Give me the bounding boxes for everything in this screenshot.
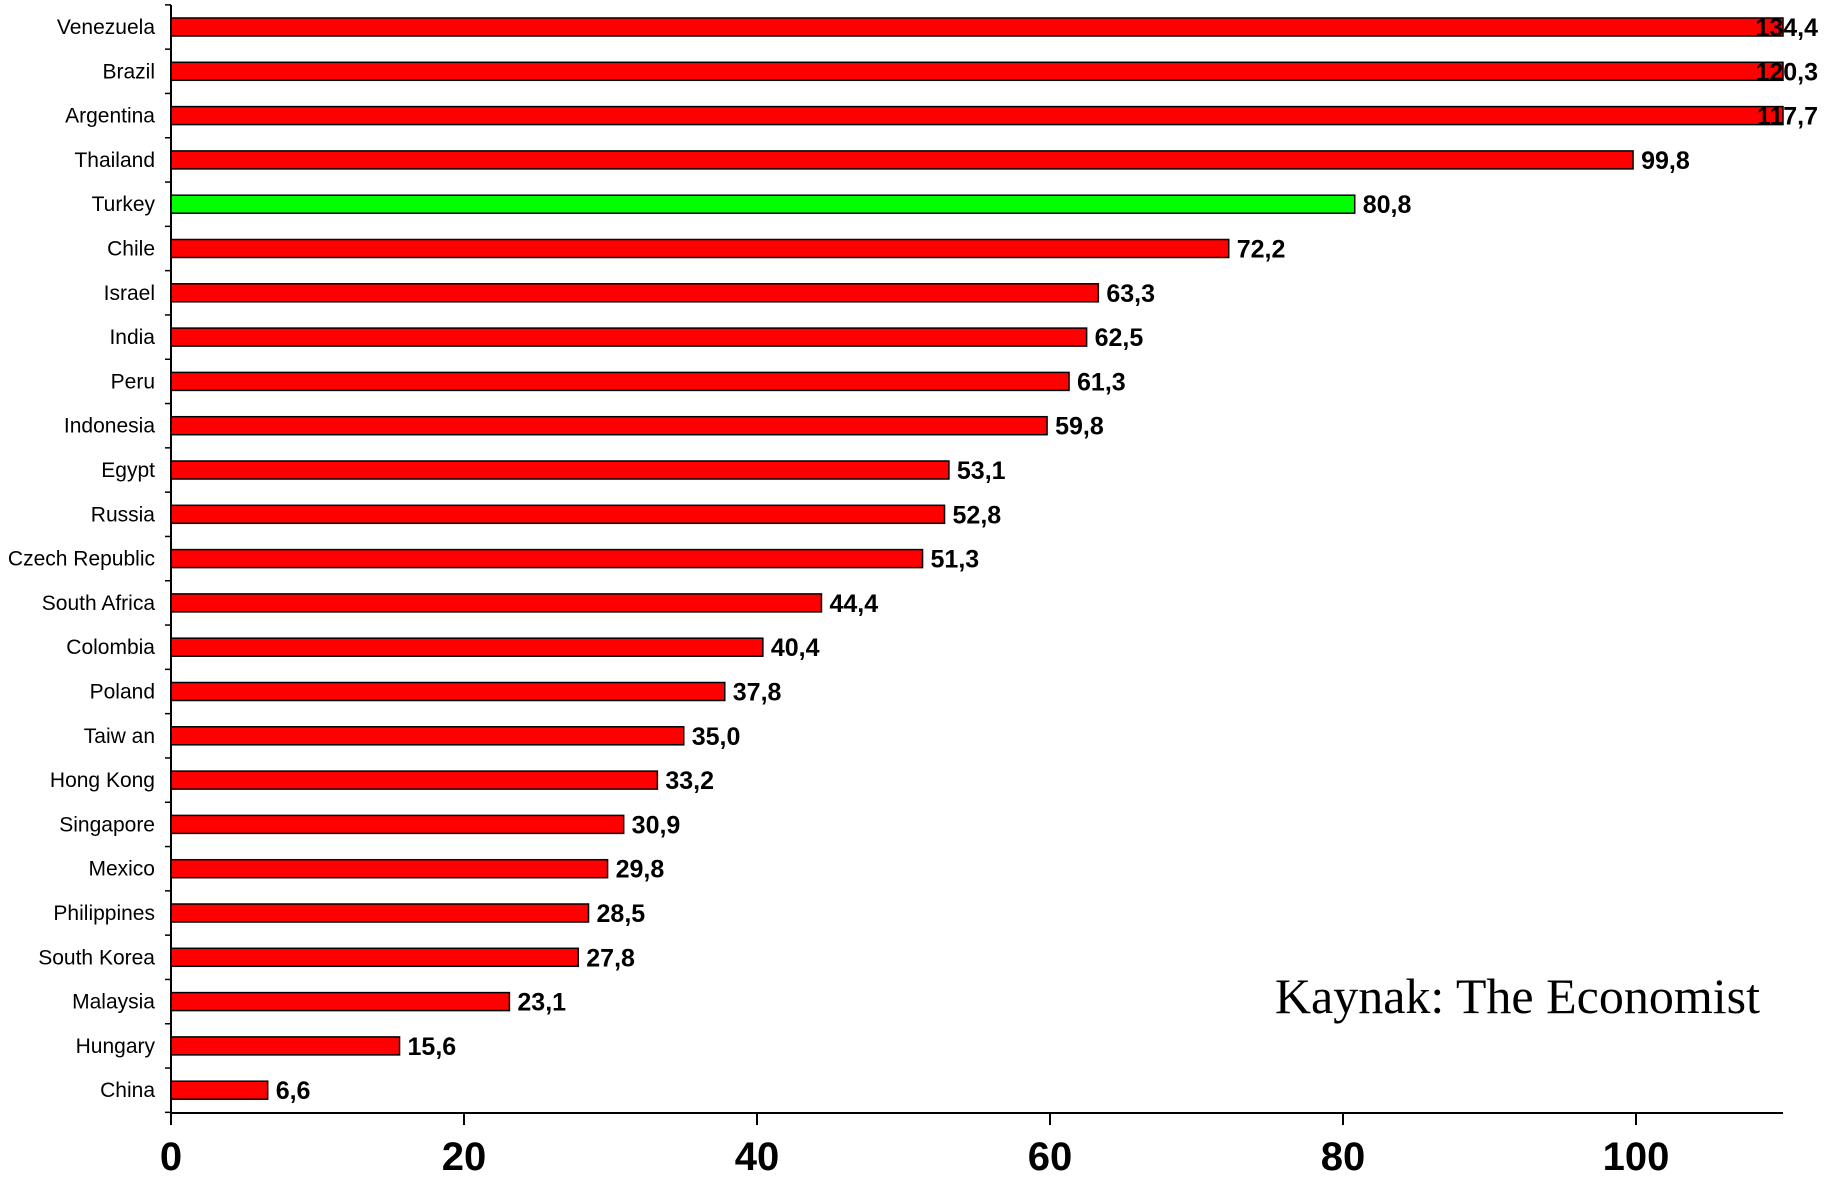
bar-south-korea (171, 948, 578, 966)
category-label: Argentina (65, 105, 155, 128)
value-label: 23,1 (517, 989, 566, 1017)
value-label: 44,4 (829, 590, 878, 618)
bar-hungary (171, 1037, 400, 1055)
x-tick-label: 40 (735, 1135, 780, 1179)
bar-china (171, 1081, 268, 1099)
bar-philippines (171, 904, 589, 922)
category-label: Israel (104, 282, 155, 305)
value-label: 53,1 (957, 457, 1006, 485)
category-label: Hungary (76, 1035, 156, 1058)
category-label: Hong Kong (50, 769, 155, 792)
value-label: 15,6 (408, 1033, 457, 1061)
value-label: 6,6 (276, 1077, 311, 1105)
bar-poland (171, 683, 725, 701)
bar-egypt (171, 461, 949, 479)
category-label: Malaysia (72, 991, 155, 1014)
category-label: Egypt (101, 459, 155, 482)
category-label: China (100, 1079, 155, 1102)
category-label: Brazil (102, 60, 155, 83)
bar-argentina (171, 107, 1783, 125)
bar-mexico (171, 860, 608, 878)
x-tick-label: 60 (1028, 1135, 1073, 1179)
category-label: Venezuela (57, 16, 155, 39)
category-label: Philippines (53, 902, 155, 925)
bar-south-africa (171, 594, 821, 612)
value-label: 28,5 (597, 900, 646, 928)
category-label: India (109, 326, 155, 349)
category-label: Czech Republic (8, 548, 155, 571)
category-label: Taiw an (84, 725, 155, 748)
bar-malaysia (171, 993, 509, 1011)
bar-thailand (171, 151, 1633, 169)
bar-israel (171, 284, 1098, 302)
bar-taiw-an (171, 727, 684, 745)
value-label: 134,4 (1755, 14, 1818, 42)
bar-hong-kong (171, 771, 657, 789)
category-label: Poland (90, 681, 155, 704)
bar-india (171, 328, 1087, 346)
value-label: 61,3 (1077, 368, 1126, 396)
bar-chile (171, 240, 1229, 258)
bar-colombia (171, 638, 763, 656)
value-label: 117,7 (1757, 103, 1818, 131)
value-label: 52,8 (953, 501, 1002, 529)
bar-turkey (171, 195, 1355, 213)
bar-indonesia (171, 417, 1047, 435)
value-label: 62,5 (1095, 324, 1144, 352)
value-label: 40,4 (771, 634, 820, 662)
category-label: Thailand (74, 149, 155, 172)
bar-peru (171, 372, 1069, 390)
x-tick-label: 0 (160, 1135, 182, 1179)
value-label: 29,8 (616, 856, 665, 884)
bar-czech-republic (171, 550, 923, 568)
value-label: 120,3 (1755, 58, 1818, 86)
category-labels-group: Venezuela Brazil Argentina Thailand Turkey Ch… (8, 16, 156, 1102)
value-label: 99,8 (1641, 147, 1690, 175)
x-tick-label: 80 (1321, 1135, 1366, 1179)
bar-brazil (171, 62, 1783, 80)
category-label: Singapore (59, 813, 155, 836)
bar-russia (171, 505, 945, 523)
x-tick-label: 100 (1603, 1135, 1670, 1179)
value-label: 59,8 (1055, 413, 1104, 441)
value-label: 51,3 (931, 546, 980, 574)
category-label: Chile (107, 238, 155, 261)
category-label: Russia (91, 503, 156, 526)
value-label: 30,9 (632, 811, 681, 839)
value-label: 80,8 (1363, 191, 1412, 219)
source-annotation: Kaynak: The Economist (1275, 968, 1760, 1024)
bar-venezuela (171, 18, 1783, 36)
category-label: South Korea (38, 946, 155, 969)
category-label: Peru (111, 370, 155, 393)
value-label: 37,8 (733, 679, 782, 707)
value-label: 35,0 (692, 723, 741, 751)
x-tick-label: 20 (442, 1135, 487, 1179)
category-label: Colombia (66, 636, 155, 659)
category-label: Turkey (92, 193, 156, 216)
value-label: 63,3 (1106, 280, 1155, 308)
value-label: 72,2 (1237, 236, 1286, 264)
category-label: South Africa (42, 592, 156, 615)
category-label: Mexico (88, 858, 155, 881)
bar-singapore (171, 815, 624, 833)
value-label: 33,2 (665, 767, 714, 795)
category-label: Indonesia (64, 415, 155, 438)
value-label: 27,8 (586, 944, 635, 972)
